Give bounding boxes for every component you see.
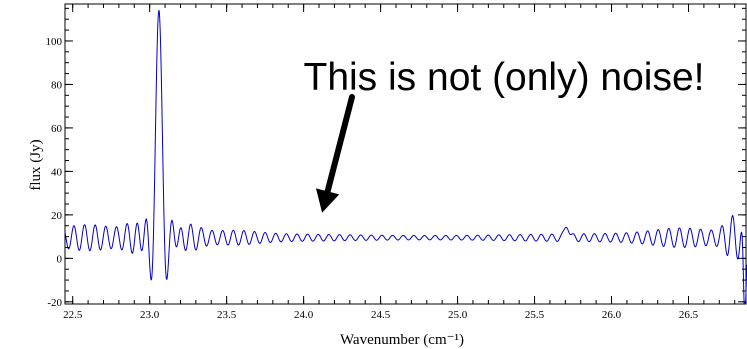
arrow-head: [315, 188, 340, 213]
annotation-arrow: [315, 94, 355, 213]
y-tick-label: 0: [57, 253, 63, 265]
x-tick-label: 22.5: [63, 309, 83, 321]
x-tick-label: 26.5: [679, 309, 699, 321]
axis-ticks: [65, 4, 746, 304]
tick-labels: 22.5 23.0 23.5 24.0 24.5 25.0 25.5 26.0 26.5 -20 0…: [46, 36, 699, 321]
y-tick-label: 40: [51, 166, 63, 178]
y-tick-label: -20: [47, 297, 62, 309]
y-axis-label: flux (Jy): [28, 139, 44, 190]
annotation-text: This is not (only) noise!: [304, 56, 705, 99]
series-line: [64, 9, 747, 304]
x-tick-label: 23.0: [140, 309, 160, 321]
x-tick-label: 24.0: [294, 309, 314, 321]
y-tick-label: 100: [46, 36, 63, 48]
plot-frame: [64, 3, 747, 305]
x-tick-label: 24.5: [371, 309, 391, 321]
x-tick-label: 25.5: [525, 309, 545, 321]
y-tick-label: 20: [51, 210, 63, 222]
y-tick-label: 60: [51, 123, 63, 135]
x-tick-label: 25.0: [448, 309, 468, 321]
x-axis-label: Wavenumber (cm⁻¹): [340, 332, 464, 348]
y-tick-label: 80: [51, 79, 63, 91]
x-tick-label: 26.0: [602, 309, 622, 321]
x-tick-label: 23.5: [217, 309, 237, 321]
arrow-shaft: [324, 94, 355, 195]
plot-border: [64, 3, 747, 305]
